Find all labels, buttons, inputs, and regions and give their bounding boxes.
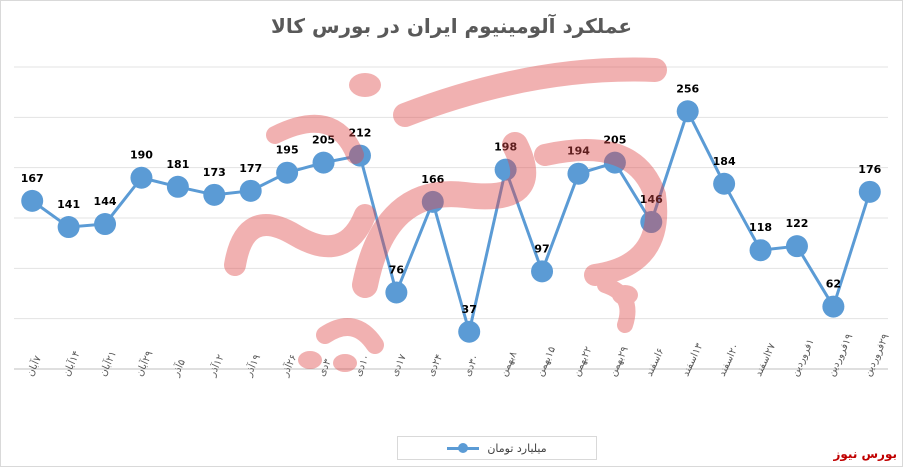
legend: میلیارد تومان <box>397 436 597 460</box>
data-point <box>203 183 226 206</box>
series-line-path <box>31 109 872 334</box>
data-label: 167 <box>21 172 44 185</box>
data-point <box>858 180 881 203</box>
legend-line-marker-icon <box>447 443 480 453</box>
x-tick-label: ۱۹فروردین <box>826 332 855 378</box>
x-tick-label: ۳دی <box>316 357 334 378</box>
data-point <box>822 295 845 318</box>
series-points <box>21 100 881 343</box>
x-tick-label: ۱۰دی <box>353 353 373 379</box>
data-point <box>676 100 699 123</box>
data-label: 190 <box>130 149 153 162</box>
x-tick-label: ۷آبان <box>23 353 44 378</box>
x-tick-label: ۸بهمن <box>498 349 519 378</box>
data-label: 118 <box>749 221 772 234</box>
data-point <box>421 190 444 213</box>
data-point <box>640 211 663 234</box>
x-tick-label: ۱۴آبان <box>60 349 83 379</box>
x-tick-label: ۱۲آذر <box>205 352 227 379</box>
data-label: 205 <box>603 134 626 147</box>
x-tick-label: ۱فروردین <box>790 337 817 378</box>
data-label: 181 <box>166 158 189 171</box>
data-point <box>94 213 117 236</box>
x-axis-tick-labels: ۷آبان ۱۴آبان ۲۱آبان ۲۹آبان ۵آذر ۱۲آذر ۱۹آذر ۲۶آ… <box>23 332 892 379</box>
data-point <box>749 239 772 262</box>
data-label: 141 <box>57 198 80 211</box>
gridlines <box>14 66 888 370</box>
data-label: 212 <box>348 127 371 140</box>
x-tick-label: ۱۳اسفند <box>680 341 705 378</box>
x-tick-label: ۱۷دی <box>389 352 409 378</box>
data-point <box>348 144 371 167</box>
data-label: 205 <box>312 134 335 147</box>
chart-title: عملکرد آلومینیوم ایران در بورس کالا <box>270 14 633 38</box>
x-tick-label: ۲۹فروردین <box>863 332 892 378</box>
data-label: 146 <box>640 193 663 206</box>
brand-label: بورس نیوز <box>833 447 897 461</box>
x-tick-label: ۲۶آذر <box>278 352 300 379</box>
data-label: 173 <box>203 166 226 179</box>
data-labels: 167 141 144 190 181 173 177 195 205 212 76 166 37 198… <box>21 82 882 315</box>
data-label: 198 <box>494 141 517 154</box>
data-point <box>276 161 299 184</box>
x-tick-label: ۶اسفند <box>644 347 667 379</box>
x-tick-label: ۲۱آبان <box>96 349 119 379</box>
data-point <box>130 166 153 189</box>
data-label: 37 <box>462 303 477 316</box>
x-tick-label: ۲۰اسفند <box>717 342 742 379</box>
data-point <box>567 162 590 185</box>
x-tick-label: ۳۰دی <box>462 353 482 379</box>
data-point <box>785 235 808 258</box>
data-point <box>494 158 517 181</box>
x-tick-label: ۱۵بهمن <box>535 345 558 378</box>
data-point <box>603 151 626 174</box>
data-point <box>385 281 408 304</box>
data-label: 256 <box>676 82 699 95</box>
x-tick-label: ۲۹آبان <box>132 349 155 379</box>
x-tick-label: ۱۹آذر <box>241 352 263 379</box>
data-label: 144 <box>94 195 117 208</box>
data-label: 97 <box>534 242 549 255</box>
data-point <box>713 172 736 195</box>
data-label: 195 <box>276 144 299 157</box>
data-point <box>21 189 44 212</box>
data-label: 76 <box>389 263 405 276</box>
data-label: 184 <box>713 155 736 168</box>
data-label: 176 <box>858 163 881 176</box>
data-point <box>57 216 80 239</box>
data-label: 177 <box>239 162 262 175</box>
series-line <box>31 109 872 334</box>
data-point <box>239 179 262 202</box>
x-tick-label: ۲۷اسفند <box>753 341 778 378</box>
x-tick-label: ۲۴دی <box>426 353 446 379</box>
data-label: 166 <box>421 173 444 186</box>
x-tick-label: ۲۲بهمن <box>571 345 594 378</box>
data-point <box>312 151 335 174</box>
data-label: 62 <box>826 278 841 291</box>
legend-label: میلیارد تومان <box>487 441 547 455</box>
data-label: 122 <box>785 217 808 230</box>
data-point <box>166 175 189 198</box>
data-point <box>531 260 554 283</box>
data-point <box>458 320 481 343</box>
x-tick-label: ۵آذر <box>168 357 188 379</box>
x-tick-label: ۲۹بهمن <box>608 345 631 378</box>
data-label: 194 <box>567 145 590 158</box>
